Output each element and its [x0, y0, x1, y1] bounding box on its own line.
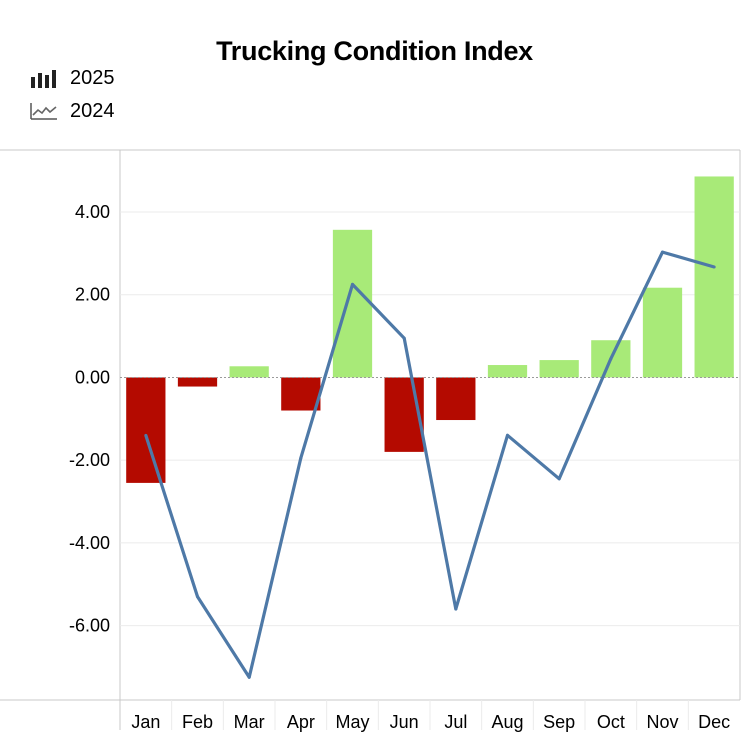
legend-label-2025: 2025: [70, 67, 115, 89]
bar-2025-aug: [487, 365, 528, 378]
x-tick-label: Apr: [287, 712, 315, 732]
point-2024-apr: [299, 456, 303, 460]
point-2024-aug: [506, 433, 509, 437]
bar-2025-jul: [436, 377, 476, 421]
bar-2025-dec: [694, 176, 734, 378]
bar-chart-icon: [31, 69, 56, 88]
point-2024-oct: [609, 357, 613, 361]
x-tick-label: Nov: [646, 712, 678, 732]
y-tick-label: -2.00: [69, 450, 110, 470]
x-tick-label: Dec: [698, 712, 730, 732]
x-tick-label: Aug: [491, 712, 523, 732]
chart-title: Trucking Condition Index: [216, 36, 533, 66]
bar-2025-apr: [281, 377, 321, 411]
line-2024: [144, 250, 715, 679]
y-tick-label: -6.00: [69, 616, 110, 636]
legend: 2025 2024: [30, 62, 115, 128]
y-tick-label: 2.00: [75, 285, 110, 305]
point-2024-nov: [661, 250, 664, 254]
bar-2025-may: [332, 229, 373, 378]
line-chart-icon: [30, 102, 57, 120]
point-2024-jun: [402, 336, 406, 340]
point-2024-jan: [144, 433, 148, 437]
x-tick-label: Oct: [597, 712, 625, 732]
legend-item-2025[interactable]: 2025: [30, 62, 115, 95]
legend-item-2024[interactable]: 2024: [30, 95, 115, 128]
point-2024-jul: [454, 607, 458, 611]
x-tick-label: Jun: [390, 712, 419, 732]
bar-2025-jan: [126, 377, 166, 483]
bar-2025-mar: [229, 366, 269, 378]
point-2024-dec: [712, 265, 716, 269]
bar-2025-nov: [642, 287, 683, 378]
y-tick-label: 0.00: [75, 367, 110, 387]
point-2024-mar: [247, 675, 251, 679]
x-tick-label: May: [335, 712, 369, 732]
x-tick-label: Jan: [131, 712, 160, 732]
y-tick-label: -4.00: [69, 533, 110, 553]
y-tick-label: 4.00: [75, 202, 110, 222]
point-2024-sep: [557, 477, 561, 481]
legend-label-2024: 2024: [70, 100, 115, 122]
x-tick-label: Jul: [444, 712, 467, 732]
x-tick-label: Feb: [182, 712, 213, 732]
point-2024-may: [351, 282, 354, 286]
point-2024-feb: [196, 595, 199, 599]
bar-2025-feb: [177, 377, 218, 387]
x-tick-label: Mar: [234, 712, 265, 732]
x-tick-label: Sep: [543, 712, 575, 732]
bar-2025-sep: [539, 360, 579, 378]
